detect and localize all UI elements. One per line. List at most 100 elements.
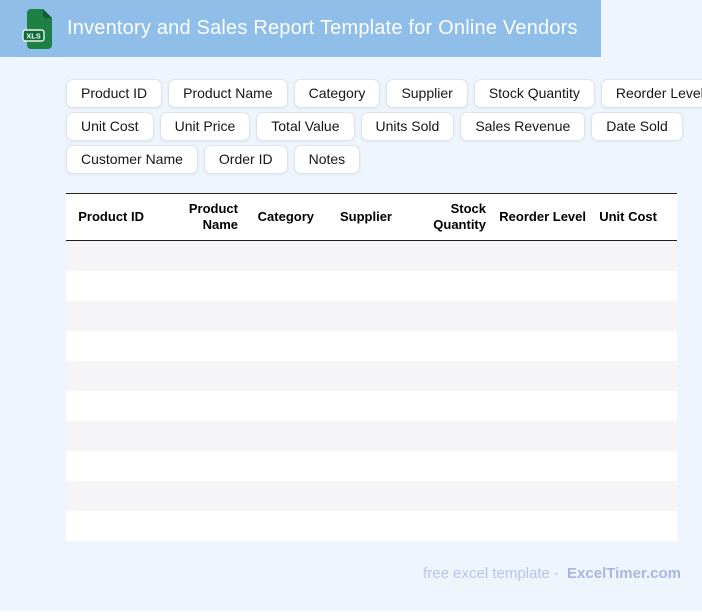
field-chip-list: Product ID Product Name Category Supplie…: [66, 79, 702, 174]
table-row: [66, 270, 677, 301]
table-cell: [400, 451, 494, 481]
table-cell: [66, 481, 152, 511]
table-cell: [152, 511, 246, 541]
table-row: [66, 330, 677, 361]
column-header-product-name: Product Name: [188, 201, 238, 232]
table-cell: [152, 481, 246, 511]
table-cell: [66, 391, 152, 421]
table-row: [66, 510, 677, 541]
table-cell: [152, 391, 246, 421]
table-cell: [322, 421, 400, 451]
field-chip-sales-revenue[interactable]: Sales Revenue: [460, 112, 586, 141]
table-cell: [246, 421, 322, 451]
table-cell: [494, 421, 594, 451]
field-chip-stock-quantity[interactable]: Stock Quantity: [473, 79, 595, 108]
table-cell: [594, 361, 677, 391]
table-cell: [246, 511, 322, 541]
field-chip-product-name[interactable]: Product Name: [168, 79, 288, 108]
table-cell: [594, 241, 677, 271]
field-chip-category[interactable]: Category: [293, 79, 381, 108]
table-cell: [66, 421, 152, 451]
table-cell: [66, 241, 152, 271]
preview-table: Product ID Product Name Category Supplie…: [66, 193, 677, 541]
page-title: Inventory and Sales Report Template for …: [67, 17, 578, 39]
table-cell: [246, 271, 322, 301]
table-cell: [400, 331, 494, 361]
table-cell: [66, 451, 152, 481]
field-chip-total-value[interactable]: Total Value: [256, 112, 355, 141]
table-cell: [594, 301, 677, 331]
footer-brand-link[interactable]: ExcelTimer.com: [567, 565, 681, 582]
table-cell: [494, 391, 594, 421]
field-chip-date-sold[interactable]: Date Sold: [591, 112, 683, 141]
table-cell: [66, 301, 152, 331]
table-cell: [322, 331, 400, 361]
table-cell: [594, 451, 677, 481]
table-cell: [494, 451, 594, 481]
table-row: [66, 360, 677, 391]
column-header-reorder-level: Reorder Level: [499, 209, 586, 224]
field-chip-row: Product ID Product Name Category Supplie…: [66, 79, 702, 108]
table-cell: [400, 421, 494, 451]
column-header-supplier: Supplier: [339, 209, 392, 224]
xls-file-icon: XLS: [22, 8, 52, 49]
table-cell: [152, 271, 246, 301]
field-chip-customer-name[interactable]: Customer Name: [66, 145, 198, 174]
svg-text:XLS: XLS: [26, 31, 41, 40]
table-cell: [400, 511, 494, 541]
table-cell: [152, 421, 246, 451]
footer: free excel template - ExcelTimer.com: [423, 565, 681, 582]
table-cell: [400, 271, 494, 301]
table-row: [66, 480, 677, 511]
table-cell: [152, 331, 246, 361]
field-chip-notes[interactable]: Notes: [293, 145, 361, 174]
table-cell: [66, 331, 152, 361]
table-cell: [322, 481, 400, 511]
column-header-unit-cost: Unit Cost: [599, 209, 657, 224]
table-cell: [66, 361, 152, 391]
field-chip-row: Customer Name Order ID Notes: [66, 145, 691, 174]
table-cell: [246, 481, 322, 511]
field-chip-supplier[interactable]: Supplier: [386, 79, 468, 108]
table-cell: [66, 511, 152, 541]
field-chip-row: Unit Cost Unit Price Total Value Units S…: [66, 112, 691, 141]
table-cell: [152, 451, 246, 481]
header-bar: XLS Inventory and Sales Report Template …: [0, 0, 601, 57]
field-chip-units-sold[interactable]: Units Sold: [360, 112, 455, 141]
table-cell: [594, 271, 677, 301]
table-row: [66, 240, 677, 271]
column-header-product-id: Product ID: [78, 209, 144, 224]
table-cell: [322, 391, 400, 421]
table-header-row: Product ID Product Name Category Supplie…: [66, 193, 677, 241]
table-cell: [152, 241, 246, 271]
table-cell: [400, 301, 494, 331]
table-cell: [494, 301, 594, 331]
table-cell: [322, 451, 400, 481]
field-chip-product-id[interactable]: Product ID: [66, 79, 163, 108]
table-cell: [66, 271, 152, 301]
field-chip-unit-price[interactable]: Unit Price: [159, 112, 251, 141]
table-cell: [400, 241, 494, 271]
table-cell: [152, 301, 246, 331]
table-cell: [594, 331, 677, 361]
table-cell: [322, 301, 400, 331]
table-cell: [494, 361, 594, 391]
table-row: [66, 450, 677, 481]
field-chip-reorder-level[interactable]: Reorder Level: [600, 79, 702, 108]
table-row: [66, 420, 677, 451]
table-cell: [494, 241, 594, 271]
field-chip-unit-cost[interactable]: Unit Cost: [66, 112, 154, 141]
table-row: [66, 300, 677, 331]
field-chip-order-id[interactable]: Order ID: [203, 145, 288, 174]
table-cell: [494, 331, 594, 361]
table-cell: [400, 391, 494, 421]
table-cell: [494, 511, 594, 541]
table-cell: [594, 421, 677, 451]
table-cell: [400, 481, 494, 511]
table-cell: [322, 361, 400, 391]
table-cell: [246, 241, 322, 271]
table-cell: [322, 511, 400, 541]
table-cell: [400, 361, 494, 391]
table-cell: [494, 481, 594, 511]
table-body: [66, 240, 677, 541]
